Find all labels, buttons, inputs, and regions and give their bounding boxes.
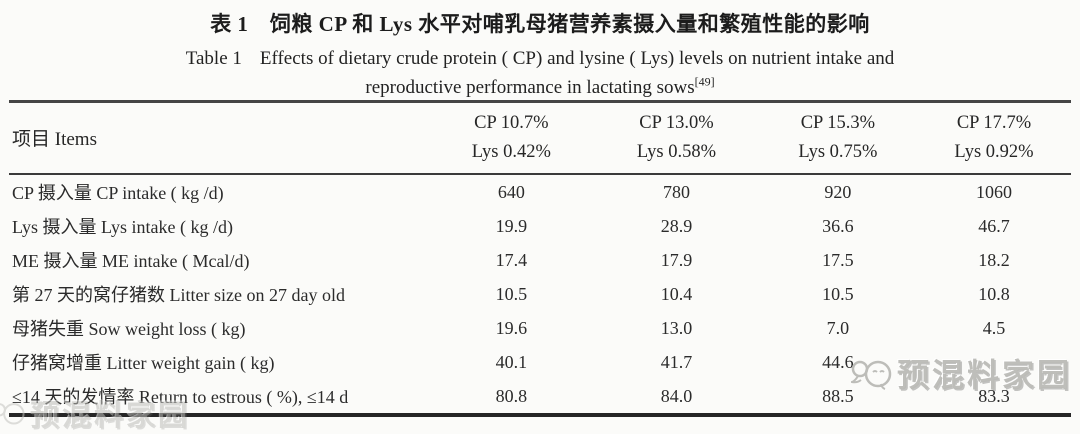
table-cell: 83.3 — [978, 385, 1010, 406]
table-cell: 7.0 — [826, 317, 850, 338]
table-cell: 19.9 — [495, 215, 528, 236]
table-cell: 46.7 — [978, 215, 1010, 236]
table-cell: 36.6 — [822, 215, 854, 236]
table-cell: 80.8 — [495, 385, 528, 406]
table-cell: 13.0 — [660, 317, 693, 338]
column-header-cp13: CP 13.0% Lys 0.58% — [636, 113, 717, 162]
table-title-zh: 表 1 饲粮 CP 和 Lys 水平对哺乳母猪营养素摄入量和繁殖性能的影响 — [210, 12, 870, 36]
table-row: Lys 摄入量 Lys intake ( kg /d) 19.9 28.9 36… — [9, 209, 1071, 243]
table-cell: 40.1 — [495, 351, 528, 372]
table-cell: 1060 — [975, 181, 1012, 202]
table-title-en-line2: reproductive performance in lactating so… — [365, 77, 695, 99]
table-row: 母猪失重 Sow weight loss ( kg) 19.6 13.0 7.0… — [9, 311, 1071, 345]
citation-superscript: [49] — [694, 75, 715, 90]
table-cell: 88.5 — [822, 385, 854, 406]
table-cell: 17.9 — [660, 249, 693, 270]
table-row: CP 摄入量 CP intake ( kg /d) 640 780 920 10… — [9, 175, 1071, 209]
table-cell: 4.5 — [982, 317, 1006, 338]
table-body: CP 摄入量 CP intake ( kg /d) 640 780 920 10… — [9, 175, 1071, 413]
table-number-label: Table 1 — [185, 48, 242, 69]
row-label: ≤14 天的发情率 Return to estrous ( %), ≤14 d — [12, 387, 349, 408]
data-table: 项目 Items CP 10.7% Lys 0.42% CP 13.0% Lys… — [9, 100, 1071, 418]
row-label: 母猪失重 Sow weight loss ( kg) — [12, 319, 246, 340]
table-cell: 10.4 — [660, 283, 693, 304]
table-cell: 780 — [662, 181, 690, 202]
items-header: 项目 Items — [12, 129, 97, 151]
row-label: 第 27 天的窝仔猪数 Litter size on 27 day old — [12, 285, 345, 306]
column-header-cp10: CP 10.7% Lys 0.42% — [471, 113, 551, 162]
table-cell: 10.5 — [822, 283, 854, 304]
table-row: ≤14 天的发情率 Return to estrous ( %), ≤14 d … — [9, 379, 1071, 413]
table-cell: 17.4 — [495, 249, 528, 270]
table-cell: 84.0 — [660, 385, 693, 406]
table-row: 第 27 天的窝仔猪数 Litter size on 27 day old 10… — [9, 277, 1071, 311]
column-header-cp15: CP 15.3% Lys 0.75% — [798, 113, 878, 162]
row-label: Lys 摄入量 Lys intake ( kg /d) — [12, 217, 233, 238]
column-header-cp17: CP 17.7% Lys 0.92% — [954, 113, 1034, 162]
table-title-en-line1: Effects of dietary crude protein ( CP) a… — [259, 48, 895, 69]
table-cell: 19.6 — [495, 317, 528, 338]
row-label: 仔猪窝增重 Litter weight gain ( kg) — [12, 353, 275, 374]
table-row: 仔猪窝增重 Litter weight gain ( kg) 40.1 41.7… — [9, 345, 1071, 379]
row-label: ME 摄入量 ME intake ( Mcal/d) — [12, 251, 250, 272]
table-cell: 44.6 — [822, 351, 854, 372]
paper-page: 表 1 饲粮 CP 和 Lys 水平对哺乳母猪营养素摄入量和繁殖性能的影响 Ta… — [0, 12, 1080, 432]
table-cell: 10.5 — [495, 283, 528, 304]
table-header-row: 项目 Items CP 10.7% Lys 0.42% CP 13.0% Lys… — [9, 103, 1071, 176]
row-label: CP 摄入量 CP intake ( kg /d) — [12, 183, 224, 204]
table-title-en: Table 1 Effects of dietary crude protein … — [0, 44, 1080, 103]
table-cell: 640 — [497, 181, 525, 202]
table-cell: 17.5 — [822, 249, 854, 270]
table-cell: 41.7 — [660, 351, 693, 372]
table-cell: 920 — [824, 181, 852, 202]
table-cell: 10.8 — [978, 283, 1010, 304]
table-cell: 28.9 — [660, 215, 693, 236]
table-cell: 18.2 — [978, 249, 1010, 270]
table-row: ME 摄入量 ME intake ( Mcal/d) 17.4 17.9 17.… — [9, 243, 1071, 277]
